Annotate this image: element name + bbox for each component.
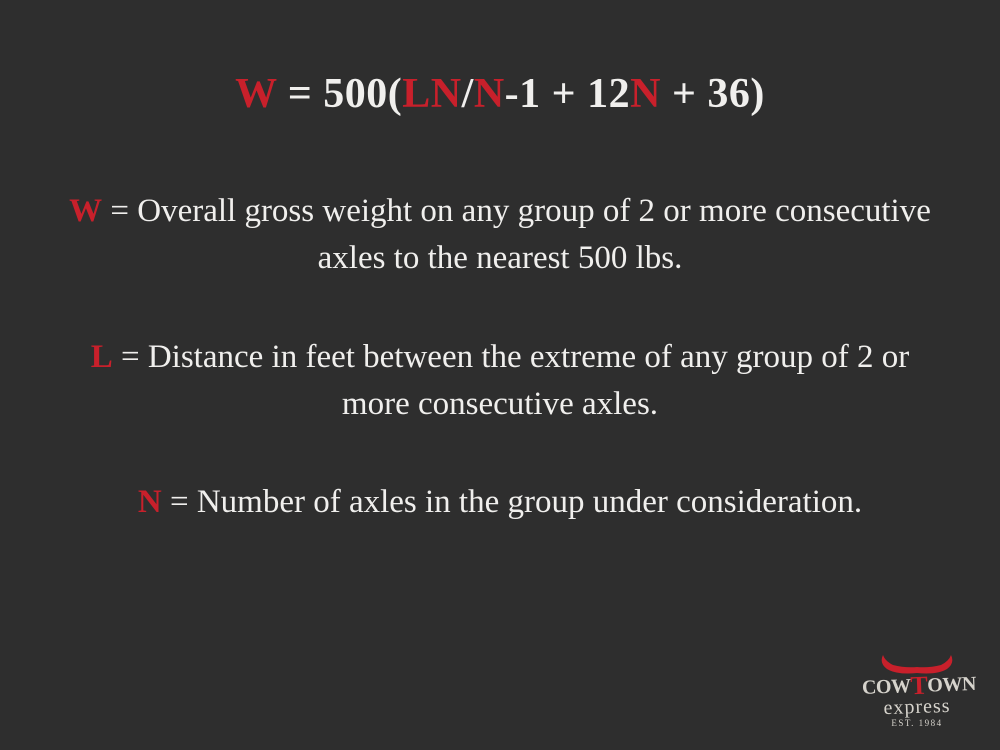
logo-text: COW bbox=[862, 675, 911, 699]
formula-var-n: N bbox=[474, 71, 505, 117]
definition-n: N = Number of axles in the group under c… bbox=[60, 479, 940, 526]
formula-var-n2: N bbox=[630, 71, 661, 117]
formula-text: / bbox=[462, 71, 474, 117]
formula-var-ln: LN bbox=[402, 71, 461, 117]
formula-text: = 500( bbox=[277, 71, 402, 117]
brand-logo: COWTOWN express EST. 1984 bbox=[862, 651, 972, 728]
formula-text: -1 + 12 bbox=[505, 71, 630, 117]
definition-l: L = Distance in feet between the extreme… bbox=[60, 334, 940, 428]
def-var: W bbox=[69, 193, 102, 229]
def-var: L bbox=[91, 339, 113, 375]
def-text: = Distance in feet between the extreme o… bbox=[113, 339, 910, 422]
def-text: = Number of axles in the group under con… bbox=[162, 484, 862, 520]
formula-text: + 36) bbox=[661, 71, 765, 117]
logo-est: EST. 1984 bbox=[862, 719, 972, 728]
logo-text: OWN bbox=[927, 673, 976, 697]
definition-w: W = Overall gross weight on any group of… bbox=[60, 188, 940, 282]
slide-container: W = 500(LN/N-1 + 12N + 36) W = Overall g… bbox=[0, 0, 1000, 750]
formula: W = 500(LN/N-1 + 12N + 36) bbox=[60, 70, 940, 118]
formula-var-w: W bbox=[235, 71, 277, 117]
def-var: N bbox=[138, 484, 162, 520]
def-text: = Overall gross weight on any group of 2… bbox=[102, 193, 931, 276]
logo-line2: express bbox=[862, 695, 973, 719]
